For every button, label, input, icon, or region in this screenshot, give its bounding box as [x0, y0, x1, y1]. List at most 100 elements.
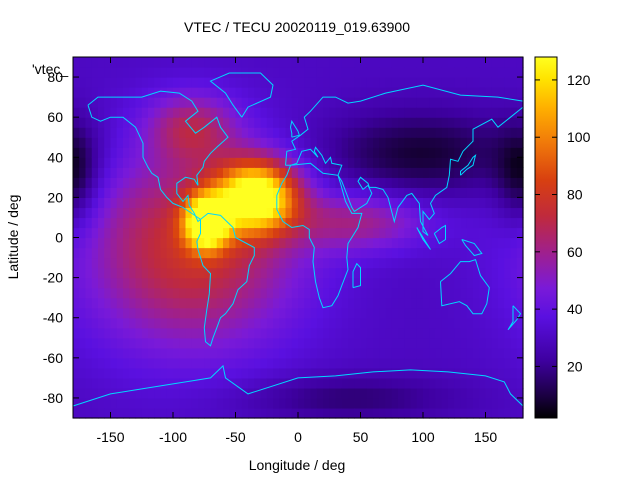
heat-cell: [404, 287, 412, 299]
heat-cell: [348, 77, 355, 88]
heat-cell: [273, 307, 280, 319]
heat-cell: [166, 107, 174, 118]
heat-cell: [466, 277, 474, 289]
heat-cell: [479, 57, 487, 68]
heat-cell: [223, 107, 230, 118]
heat-cell: [241, 397, 249, 409]
heat-cell: [148, 247, 155, 259]
heat-cell: [354, 97, 362, 108]
heat-cell: [379, 317, 387, 329]
heat-cell: [360, 347, 368, 359]
heat-cell: [298, 317, 305, 329]
heat-cell: [510, 347, 518, 359]
heat-cell: [441, 237, 449, 249]
heat-cell: [473, 247, 480, 259]
heat-cell: [441, 327, 449, 339]
heat-cell: [210, 397, 218, 409]
heat-cell: [516, 67, 524, 78]
heat-cell: [179, 127, 187, 138]
heat-cell: [116, 317, 124, 329]
heat-cell: [179, 107, 187, 118]
heat-cell: [198, 357, 205, 369]
heat-cell: [410, 277, 418, 289]
heat-cell: [285, 377, 293, 389]
heat-cell: [441, 247, 449, 259]
heat-cell: [310, 327, 318, 339]
heat-cell: [260, 167, 268, 178]
heat-cell: [85, 337, 93, 349]
heat-cell: [260, 237, 268, 249]
heat-cell: [354, 387, 362, 399]
heat-cell: [254, 367, 262, 379]
heat-cell: [479, 257, 487, 269]
heat-cell: [198, 177, 205, 188]
heat-cell: [416, 127, 424, 138]
heat-cell: [335, 67, 343, 78]
heat-cell: [473, 197, 480, 209]
heat-cell: [310, 257, 318, 269]
heat-cell: [235, 267, 243, 279]
heat-cell: [379, 287, 387, 299]
heat-cell: [473, 97, 480, 108]
heat-cell: [166, 337, 174, 349]
heat-cell: [491, 327, 499, 339]
heat-cell: [185, 407, 193, 419]
heat-cell: [73, 167, 80, 178]
heat-cell: [123, 357, 130, 369]
heat-cell: [379, 147, 387, 158]
heat-cell: [323, 407, 330, 419]
heat-cell: [360, 227, 368, 239]
heat-cell: [216, 77, 224, 88]
heat-cell: [85, 57, 93, 68]
heat-cell: [98, 267, 105, 279]
heat-cell: [310, 347, 318, 359]
heat-cell: [448, 227, 455, 239]
heat-cell: [179, 337, 187, 349]
heat-cell: [441, 127, 449, 138]
heat-cell: [135, 87, 143, 98]
heat-cell: [473, 107, 480, 118]
heat-cell: [498, 297, 505, 309]
heat-cell: [460, 307, 468, 319]
heat-cell: [210, 327, 218, 339]
heat-cell: [73, 87, 80, 98]
heat-cell: [416, 67, 424, 78]
heat-cell: [285, 147, 293, 158]
heat-cell: [210, 87, 218, 98]
heat-cell: [254, 397, 262, 409]
heat-cell: [423, 337, 430, 349]
heat-cell: [285, 187, 293, 198]
heat-cell: [273, 187, 280, 198]
heat-cell: [360, 407, 368, 419]
heat-cell: [366, 57, 374, 68]
heat-cell: [129, 377, 137, 389]
heat-cell: [491, 147, 499, 158]
heat-cell: [204, 257, 212, 269]
heat-cell: [198, 77, 205, 88]
heat-cell: [491, 107, 499, 118]
heat-cell: [248, 247, 255, 259]
heat-cell: [448, 387, 455, 399]
heat-cell: [116, 137, 124, 148]
heat-cell: [291, 137, 299, 148]
heat-cell: [198, 207, 205, 219]
heat-cell: [279, 317, 287, 329]
heat-cell: [391, 287, 399, 299]
heat-cell: [173, 317, 180, 329]
heat-cell: [260, 367, 268, 379]
heat-cell: [98, 287, 105, 299]
heat-cell: [210, 217, 218, 229]
heat-cell: [141, 367, 149, 379]
heat-cell: [360, 67, 368, 78]
heat-cell: [504, 97, 512, 108]
heat-cell: [473, 207, 480, 219]
heat-cell: [148, 127, 155, 138]
key-label: 'vtec_: [32, 61, 68, 77]
heat-cell: [191, 377, 199, 389]
heat-cell: [491, 277, 499, 289]
heat-cell: [91, 367, 99, 379]
heat-cell: [291, 187, 299, 198]
heat-cell: [85, 247, 93, 259]
heat-cell: [104, 377, 112, 389]
heat-cell: [335, 337, 343, 349]
